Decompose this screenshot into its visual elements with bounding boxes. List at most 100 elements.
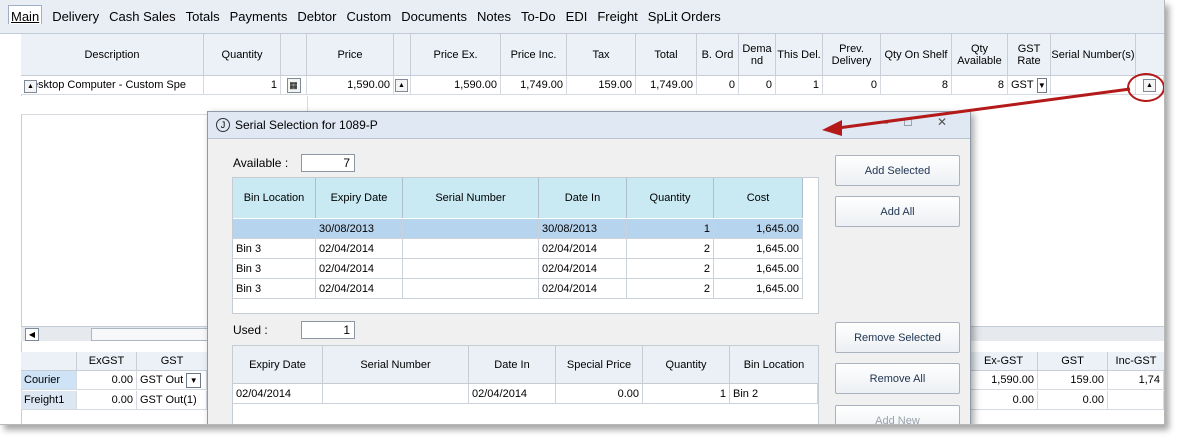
cell-special-price[interactable]: 0.00 xyxy=(556,384,643,404)
col-demand[interactable]: Dema nd xyxy=(739,34,776,76)
freight-exgst[interactable]: 0.00 xyxy=(77,371,137,390)
cell-quantity[interactable]: 2 xyxy=(627,279,714,299)
dialog-titlebar[interactable]: J Serial Selection for 1089-P — □ ✕ xyxy=(208,112,970,139)
cell-date-in[interactable]: 30/08/2013 xyxy=(539,219,627,239)
cell-serial-number[interactable] xyxy=(403,279,539,299)
cell-bin-location[interactable] xyxy=(233,219,316,239)
chevron-down-icon[interactable]: ▼ xyxy=(186,372,202,388)
gst-rate-select[interactable]: GST ▼ xyxy=(1008,76,1051,95)
tab-main[interactable]: Main xyxy=(8,5,43,24)
cell-cost[interactable]: 1,645.00 xyxy=(714,259,803,279)
col-right-exgst[interactable]: Ex-GST xyxy=(970,352,1038,371)
cell-serial-number[interactable] xyxy=(403,259,539,279)
cell-expiry-date[interactable]: 02/04/2014 xyxy=(316,279,403,299)
cell-bin-location[interactable]: Bin 3 xyxy=(233,279,316,299)
cell-qty-on-shelf[interactable]: 8 xyxy=(881,76,952,95)
col-quantity[interactable]: Quantity xyxy=(204,34,281,76)
col-prev-delivery[interactable]: Prev. Delivery xyxy=(823,34,881,76)
tab-payments[interactable]: Payments xyxy=(229,9,288,24)
tab-totals[interactable]: Totals xyxy=(185,9,220,24)
col-quantity[interactable]: Quantity xyxy=(643,346,730,384)
remove-selected-button[interactable]: Remove Selected xyxy=(835,322,960,353)
col-bin-location[interactable]: Bin Location xyxy=(730,346,818,384)
cell-expiry-date[interactable]: 02/04/2014 xyxy=(316,259,403,279)
cell-cost[interactable]: 1,645.00 xyxy=(714,219,803,239)
delete-icon[interactable]: ▦ xyxy=(286,77,301,93)
cell-serial-number[interactable] xyxy=(403,219,539,239)
chevron-down-icon[interactable]: ▼ xyxy=(1036,77,1047,93)
col-qty-on-shelf[interactable]: Qty On Shelf xyxy=(881,34,952,76)
col-date-in[interactable]: Date In xyxy=(539,178,627,218)
col-price-inc[interactable]: Price Inc. xyxy=(501,34,567,76)
cell-date-in[interactable]: 02/04/2014 xyxy=(539,279,627,299)
cell-date-in[interactable]: 02/04/2014 xyxy=(539,259,627,279)
tab-custom[interactable]: Custom xyxy=(346,9,392,24)
cell-serial-number[interactable] xyxy=(403,239,539,259)
cell-total[interactable]: 1,749.00 xyxy=(636,76,697,95)
col-b-ord[interactable]: B. Ord xyxy=(697,34,739,76)
col-quantity[interactable]: Quantity xyxy=(627,178,714,218)
freight-row-label[interactable]: Courier xyxy=(21,371,77,390)
tab-notes[interactable]: Notes xyxy=(477,9,511,24)
cell-price[interactable]: 1,590.00 xyxy=(307,76,394,95)
cell-cost[interactable]: 1,645.00 xyxy=(714,239,803,259)
add-all-button[interactable]: Add All xyxy=(835,196,960,227)
cell-this-del[interactable]: 1 xyxy=(776,76,823,95)
col-right-incgst[interactable]: Inc-GST xyxy=(1108,352,1164,371)
close-icon[interactable]: ✕ xyxy=(936,115,948,129)
cell-demand[interactable]: 0 xyxy=(739,76,776,95)
tab-freight[interactable]: Freight xyxy=(597,9,638,24)
col-this-del[interactable]: This Del. xyxy=(776,34,823,76)
cell-tax[interactable]: 159.00 xyxy=(567,76,636,95)
maximize-icon[interactable]: □ xyxy=(904,115,912,129)
freight-row-label[interactable]: Freight1 xyxy=(21,391,77,410)
tab-documents[interactable]: Documents xyxy=(401,9,467,24)
cell-quantity[interactable]: 1 xyxy=(643,384,730,404)
cell-bin-location[interactable]: Bin 3 xyxy=(233,259,316,279)
col-qty-available[interactable]: Qty Available xyxy=(952,34,1008,76)
col-date-in[interactable]: Date In xyxy=(469,346,556,384)
col-serial-number[interactable]: Serial Number xyxy=(323,346,469,384)
cell-serial-number[interactable] xyxy=(323,384,469,404)
add-new-button[interactable]: Add New xyxy=(835,405,960,424)
tab-split-orders[interactable]: SpLit Orders xyxy=(647,9,721,24)
cell-price-button[interactable]: ▲ xyxy=(394,76,411,95)
remove-all-button[interactable]: Remove All xyxy=(835,363,960,394)
cell-price-inc[interactable]: 1,749.00 xyxy=(501,76,567,95)
col-special-price[interactable]: Special Price xyxy=(556,346,643,384)
col-right-gst[interactable]: GST xyxy=(1038,352,1108,371)
col-serial-numbers[interactable]: Serial Number(s) xyxy=(1051,34,1136,76)
cell-b-ord[interactable]: 0 xyxy=(697,76,739,95)
cell-bin-location[interactable]: Bin 2 xyxy=(730,384,818,404)
row-expand-button[interactable]: ▲ xyxy=(24,79,37,93)
col-gst-rate[interactable]: GST Rate xyxy=(1008,34,1051,76)
col-gst[interactable]: GST xyxy=(137,352,208,371)
col-price[interactable]: Price xyxy=(307,34,394,76)
cell-description[interactable]: Desktop Computer - Custom Spe xyxy=(21,76,204,95)
cell-qty-button[interactable]: ▦ xyxy=(281,76,307,95)
col-exgst[interactable]: ExGST xyxy=(77,352,137,371)
tab-cash-sales[interactable]: Cash Sales xyxy=(109,9,176,24)
cell-date-in[interactable]: 02/04/2014 xyxy=(469,384,556,404)
freight-gst-select[interactable]: GST Out ▼ xyxy=(137,371,207,390)
freight-gst[interactable]: GST Out(1) xyxy=(137,391,207,410)
cell-expiry-date[interactable]: 02/04/2014 xyxy=(316,239,403,259)
col-tax[interactable]: Tax xyxy=(567,34,636,76)
tab-edi[interactable]: EDI xyxy=(565,9,588,24)
add-selected-button[interactable]: Add Selected xyxy=(835,155,960,186)
col-price-ex[interactable]: Price Ex. xyxy=(411,34,501,76)
cell-quantity[interactable]: 2 xyxy=(627,259,714,279)
col-expiry-date[interactable]: Expiry Date xyxy=(316,178,403,218)
cell-expiry-date[interactable]: 30/08/2013 xyxy=(316,219,403,239)
cell-quantity[interactable]: 2 xyxy=(627,239,714,259)
cell-expiry-date[interactable]: 02/04/2014 xyxy=(233,384,323,404)
scroll-left-icon[interactable]: ◀ xyxy=(25,328,39,341)
col-expiry-date[interactable]: Expiry Date xyxy=(233,346,323,384)
col-description[interactable]: Description xyxy=(21,34,204,76)
cell-date-in[interactable]: 02/04/2014 xyxy=(539,239,627,259)
col-cost[interactable]: Cost xyxy=(714,178,803,218)
tab-delivery[interactable]: Delivery xyxy=(52,9,100,24)
cell-quantity[interactable]: 1 xyxy=(204,76,281,95)
tab-to-do[interactable]: To-Do xyxy=(520,9,556,24)
cell-qty-available[interactable]: 8 xyxy=(952,76,1008,95)
